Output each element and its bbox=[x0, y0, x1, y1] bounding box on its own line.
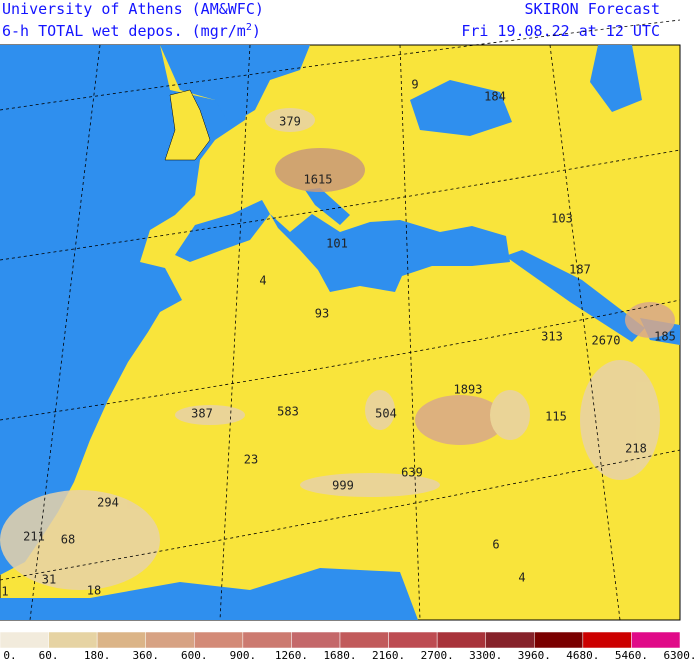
product: SKIRON Forecast bbox=[525, 0, 660, 18]
map-value-label: 4 bbox=[518, 571, 525, 585]
map-value-label: 1893 bbox=[454, 383, 483, 397]
map-value-label: 103 bbox=[551, 212, 573, 226]
graticule bbox=[0, 19, 681, 621]
map-value-label: 211 bbox=[23, 530, 45, 544]
subtitle-text: 6-h TOTAL wet depos. (mgr/m bbox=[2, 22, 246, 40]
legend-swatch bbox=[582, 631, 632, 649]
map-value-label: 1 bbox=[1, 585, 8, 599]
map-value-label: 999 bbox=[332, 479, 354, 493]
map-value-label: 218 bbox=[625, 442, 647, 456]
map-value-label: 9 bbox=[411, 78, 418, 92]
map-value-label: 68 bbox=[61, 533, 75, 547]
map-value-label: 1615 bbox=[304, 173, 333, 187]
black-sea bbox=[410, 80, 512, 136]
legend-swatch bbox=[485, 631, 535, 649]
title: University of Athens (AM&WFC) bbox=[2, 0, 264, 18]
legend-label: 1260. bbox=[275, 649, 308, 661]
subtitle-end: ) bbox=[252, 22, 261, 40]
mediterranean bbox=[175, 200, 510, 292]
map-value-label: 23 bbox=[244, 453, 258, 467]
legend-swatch bbox=[194, 631, 244, 649]
valid-time: Fri 19.08.22 at 12 UTC bbox=[461, 22, 660, 40]
subtitle-sup: 2 bbox=[246, 22, 252, 33]
map-value-label: 93 bbox=[315, 307, 329, 321]
map-value-label: 639 bbox=[401, 466, 423, 480]
legend-swatch bbox=[534, 631, 584, 649]
legend-label: 4680. bbox=[566, 649, 599, 661]
map-value-label: 187 bbox=[569, 263, 591, 277]
legend-swatch bbox=[388, 631, 438, 649]
legend-swatch bbox=[631, 631, 681, 649]
legend: 0. 60. 180. 360. 600. 900. 1260. 1680. 2160. 2700… bbox=[0, 631, 697, 662]
legend-label: 3960. bbox=[518, 649, 551, 661]
map-value-label: 387 bbox=[191, 407, 213, 421]
legend-swatch bbox=[291, 631, 341, 649]
map-value-label: 504 bbox=[375, 407, 397, 421]
map-value-label: 184 bbox=[484, 90, 506, 104]
legend-swatch bbox=[436, 631, 486, 649]
legend-label: 60. bbox=[39, 649, 59, 661]
caspian-sea bbox=[590, 45, 642, 112]
map-value-label: 4 bbox=[259, 274, 266, 288]
map-value-label: 101 bbox=[326, 237, 348, 251]
map-value-label: 185 bbox=[654, 330, 676, 344]
legend-label: 3300. bbox=[469, 649, 502, 661]
legend-swatch bbox=[145, 631, 195, 649]
map-value-label: 18 bbox=[87, 584, 101, 598]
map-value-label: 294 bbox=[97, 496, 119, 510]
britain bbox=[164, 89, 211, 161]
legend-swatch bbox=[242, 631, 292, 649]
atlantic bbox=[0, 45, 250, 575]
legend-swatch bbox=[0, 631, 49, 649]
legend-label: 1680. bbox=[323, 649, 356, 661]
gulf-of-guinea bbox=[0, 568, 418, 620]
legend-label: 360. bbox=[132, 649, 159, 661]
adriatic bbox=[305, 188, 350, 225]
map-value-label: 2670 bbox=[592, 334, 621, 348]
legend-label: 5460. bbox=[615, 649, 648, 661]
legend-label: 2160. bbox=[372, 649, 405, 661]
legend-label: 900. bbox=[230, 649, 257, 661]
map-value-label: 583 bbox=[277, 405, 299, 419]
north-sea bbox=[160, 45, 310, 125]
red-sea bbox=[505, 250, 645, 342]
map-value-label: 31 bbox=[42, 573, 56, 587]
legend-label: 6300. bbox=[663, 649, 696, 661]
legend-swatch bbox=[339, 631, 389, 649]
subtitle: 6-h TOTAL wet depos. (mgr/m2) bbox=[2, 22, 261, 40]
map-value-label: 379 bbox=[279, 115, 301, 129]
legend-swatch bbox=[48, 631, 98, 649]
map-value-label: 6 bbox=[492, 538, 499, 552]
legend-label: 600. bbox=[181, 649, 208, 661]
map-value-label: 115 bbox=[545, 410, 567, 424]
deposition-shading bbox=[0, 108, 675, 590]
legend-swatch bbox=[96, 631, 146, 649]
legend-label: 180. bbox=[84, 649, 111, 661]
legend-label: 0. bbox=[3, 649, 16, 661]
map-value-label: 313 bbox=[541, 330, 563, 344]
legend-label: 2700. bbox=[421, 649, 454, 661]
